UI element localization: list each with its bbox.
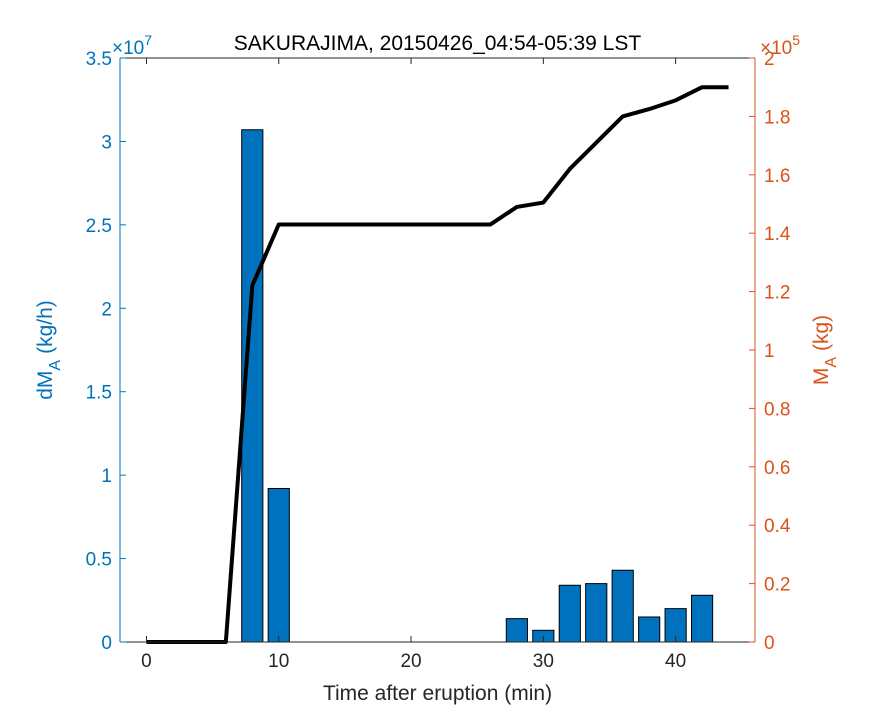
right-axis-exponent: ×105 bbox=[760, 32, 800, 59]
bar bbox=[691, 594, 714, 643]
chart-title: SAKURAJIMA, 20150426_04:54-05:39 LST bbox=[234, 32, 642, 55]
right-tick-label: 0.6 bbox=[764, 458, 790, 479]
left-label-sub: A bbox=[47, 360, 64, 371]
left-tick-label: 1 bbox=[101, 466, 112, 487]
right-tick-label: 1 bbox=[764, 341, 775, 362]
left-tick-label: 0.5 bbox=[86, 550, 112, 571]
bar bbox=[638, 616, 661, 643]
right-tick-label: 2 bbox=[764, 49, 775, 70]
bar bbox=[505, 618, 528, 643]
right-tick-label: 0.4 bbox=[764, 516, 791, 537]
left-tick-label: 3 bbox=[101, 132, 112, 153]
right-tick-label: 1.6 bbox=[764, 166, 790, 187]
left-exponent-base: ×10 bbox=[112, 38, 144, 59]
cumulative-mass-line bbox=[146, 85, 729, 644]
right-exponent-base: ×10 bbox=[760, 38, 792, 59]
plot-area bbox=[120, 58, 755, 642]
x-tick-label: 10 bbox=[268, 651, 289, 672]
right-label-main: M bbox=[810, 368, 833, 386]
axes-layer: 0 10 20 30 40 0 0.5 1 1.5 2 2.5 3 3.5 0 0.2 0.4 0.6 0.8 1 1… bbox=[86, 49, 791, 672]
right-tick-label: 1.4 bbox=[764, 224, 791, 245]
x-tick-label: 40 bbox=[665, 651, 686, 672]
right-tick-label: 1.8 bbox=[764, 107, 790, 128]
right-axis-label: MA (kg) bbox=[810, 315, 840, 385]
right-exponent-power: 5 bbox=[792, 32, 800, 48]
bar bbox=[611, 569, 634, 643]
right-label-sub: A bbox=[823, 357, 840, 368]
left-tick-label: 2 bbox=[101, 299, 112, 320]
left-exponent-power: 7 bbox=[144, 32, 152, 48]
left-tick-label: 0 bbox=[101, 633, 112, 654]
bar bbox=[585, 583, 608, 643]
left-axis-label: dMA (kg/h) bbox=[34, 300, 64, 400]
left-axis-exponent: ×107 bbox=[112, 32, 152, 59]
left-tick-label: 1.5 bbox=[86, 383, 112, 404]
x-tick-label: 30 bbox=[533, 651, 554, 672]
right-tick-label: 0.8 bbox=[764, 399, 790, 420]
x-tick-label: 0 bbox=[141, 651, 152, 672]
x-axis-label: Time after eruption (min) bbox=[323, 682, 552, 705]
right-tick-label: 0 bbox=[764, 633, 775, 654]
left-label-unit: (kg/h) bbox=[34, 300, 57, 354]
right-tick-label: 0.2 bbox=[764, 575, 790, 596]
bar bbox=[267, 487, 290, 643]
right-tick-label: 1.2 bbox=[764, 283, 790, 304]
right-label-unit: (kg) bbox=[810, 315, 833, 351]
left-tick-label: 3.5 bbox=[86, 49, 112, 70]
bar bbox=[558, 584, 581, 643]
line-layer bbox=[146, 85, 729, 644]
x-tick-label: 20 bbox=[400, 651, 421, 672]
bars-layer bbox=[241, 129, 714, 643]
left-label-main: dM bbox=[34, 371, 57, 400]
left-tick-label: 2.5 bbox=[86, 216, 112, 237]
